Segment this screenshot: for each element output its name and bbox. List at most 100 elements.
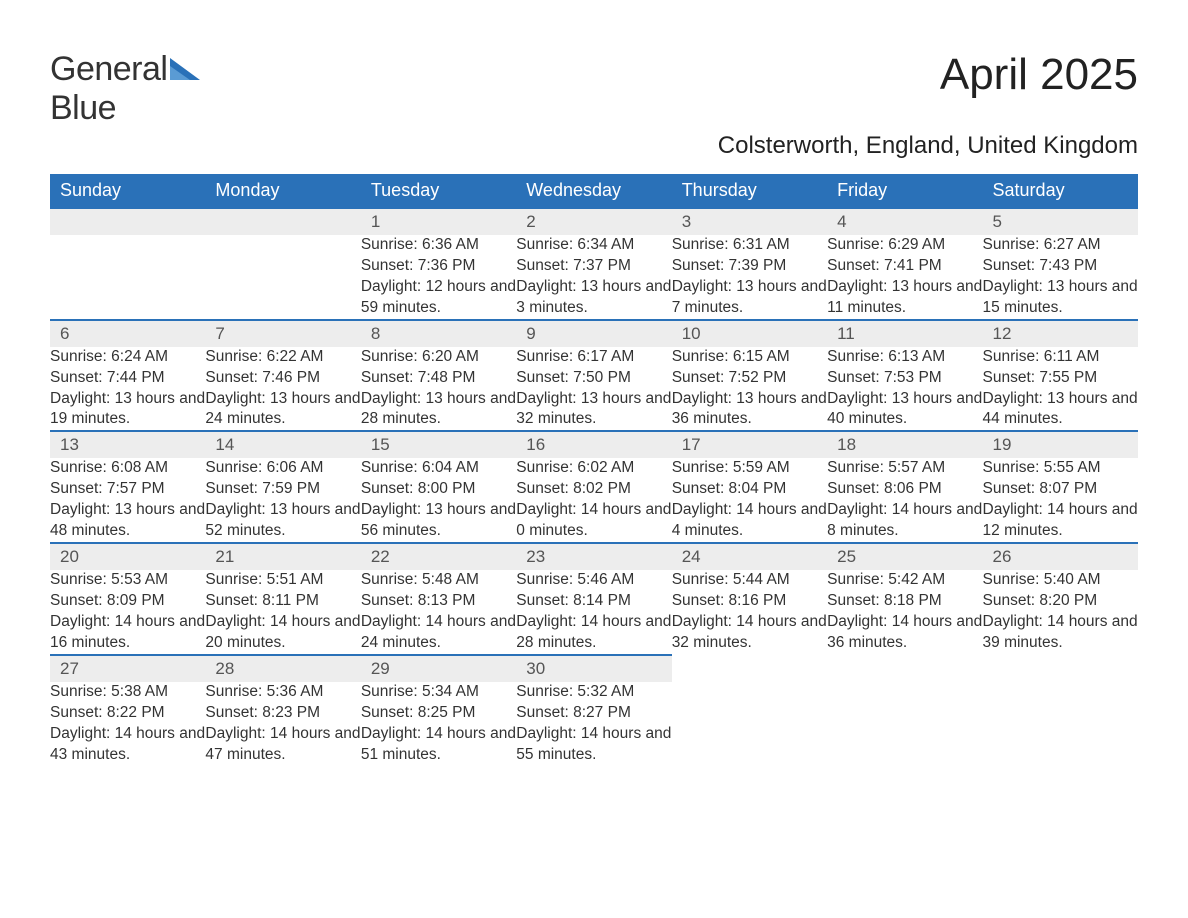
sunrise-text: Sunrise: 6:06 AM <box>205 458 360 479</box>
sunset-text: Sunset: 8:16 PM <box>672 591 827 612</box>
weekday-header: Friday <box>827 174 982 208</box>
weekday-header: Thursday <box>672 174 827 208</box>
daylight-text: Daylight: 13 hours and 32 minutes. <box>516 389 671 431</box>
daylight-text: Daylight: 14 hours and 24 minutes. <box>361 612 516 654</box>
day-content-cell: Sunrise: 5:57 AMSunset: 8:06 PMDaylight:… <box>827 458 982 543</box>
daylight-text: Daylight: 14 hours and 36 minutes. <box>827 612 982 654</box>
sunrise-text: Sunrise: 5:40 AM <box>983 570 1138 591</box>
day-number-cell: 27 <box>50 655 205 682</box>
day-number: 24 <box>672 544 827 570</box>
sunset-text: Sunset: 7:46 PM <box>205 368 360 389</box>
sunrise-text: Sunrise: 5:48 AM <box>361 570 516 591</box>
daylight-text: Daylight: 13 hours and 7 minutes. <box>672 277 827 319</box>
daylight-text: Daylight: 14 hours and 47 minutes. <box>205 724 360 766</box>
day-content-cell <box>50 235 205 320</box>
day-number: 16 <box>516 432 671 458</box>
day-content-cell: Sunrise: 5:32 AMSunset: 8:27 PMDaylight:… <box>516 682 671 776</box>
day-number-cell: 30 <box>516 655 671 682</box>
day-number: 17 <box>672 432 827 458</box>
sunset-text: Sunset: 7:50 PM <box>516 368 671 389</box>
sunrise-text: Sunrise: 6:20 AM <box>361 347 516 368</box>
day-number-cell: 2 <box>516 208 671 235</box>
sunrise-text: Sunrise: 6:31 AM <box>672 235 827 256</box>
sunrise-text: Sunrise: 6:08 AM <box>50 458 205 479</box>
daylight-text: Daylight: 14 hours and 16 minutes. <box>50 612 205 654</box>
day-content-cell: Sunrise: 6:04 AMSunset: 8:00 PMDaylight:… <box>361 458 516 543</box>
day-number-cell: 13 <box>50 431 205 458</box>
day-number-cell: 18 <box>827 431 982 458</box>
sunrise-text: Sunrise: 6:15 AM <box>672 347 827 368</box>
day-content-cell: Sunrise: 6:27 AMSunset: 7:43 PMDaylight:… <box>983 235 1138 320</box>
sunrise-text: Sunrise: 6:29 AM <box>827 235 982 256</box>
day-content-cell: Sunrise: 5:44 AMSunset: 8:16 PMDaylight:… <box>672 570 827 655</box>
sunset-text: Sunset: 8:09 PM <box>50 591 205 612</box>
day-number: 13 <box>50 432 205 458</box>
brand-logo: General Blue <box>50 50 200 128</box>
day-content-cell: Sunrise: 5:36 AMSunset: 8:23 PMDaylight:… <box>205 682 360 776</box>
day-number: 10 <box>672 321 827 347</box>
day-number-cell: 28 <box>205 655 360 682</box>
sunset-text: Sunset: 8:14 PM <box>516 591 671 612</box>
sunset-text: Sunset: 8:07 PM <box>983 479 1138 500</box>
sunset-text: Sunset: 7:57 PM <box>50 479 205 500</box>
day-number-cell: 12 <box>983 320 1138 347</box>
day-content-cell: Sunrise: 6:31 AMSunset: 7:39 PMDaylight:… <box>672 235 827 320</box>
day-number: 6 <box>50 321 205 347</box>
location-subtitle: Colsterworth, England, United Kingdom <box>50 132 1138 160</box>
day-content-row: Sunrise: 6:36 AMSunset: 7:36 PMDaylight:… <box>50 235 1138 320</box>
daylight-text: Daylight: 14 hours and 51 minutes. <box>361 724 516 766</box>
sunrise-text: Sunrise: 5:51 AM <box>205 570 360 591</box>
day-number-cell: 8 <box>361 320 516 347</box>
day-number: 21 <box>205 544 360 570</box>
sunset-text: Sunset: 7:44 PM <box>50 368 205 389</box>
daylight-text: Daylight: 14 hours and 4 minutes. <box>672 500 827 542</box>
daylight-text: Daylight: 13 hours and 56 minutes. <box>361 500 516 542</box>
daylight-text: Daylight: 13 hours and 28 minutes. <box>361 389 516 431</box>
day-content-cell: Sunrise: 6:15 AMSunset: 7:52 PMDaylight:… <box>672 347 827 432</box>
day-content-cell: Sunrise: 6:20 AMSunset: 7:48 PMDaylight:… <box>361 347 516 432</box>
day-number: 19 <box>983 432 1138 458</box>
day-number-cell: 5 <box>983 208 1138 235</box>
sunset-text: Sunset: 7:52 PM <box>672 368 827 389</box>
sunset-text: Sunset: 8:18 PM <box>827 591 982 612</box>
day-content-cell: Sunrise: 5:53 AMSunset: 8:09 PMDaylight:… <box>50 570 205 655</box>
day-content-cell <box>672 682 827 776</box>
day-content-cell: Sunrise: 6:11 AMSunset: 7:55 PMDaylight:… <box>983 347 1138 432</box>
sunset-text: Sunset: 7:36 PM <box>361 256 516 277</box>
sunrise-text: Sunrise: 6:24 AM <box>50 347 205 368</box>
day-content-cell: Sunrise: 5:38 AMSunset: 8:22 PMDaylight:… <box>50 682 205 776</box>
brand-flag-icon <box>170 58 200 80</box>
sunset-text: Sunset: 7:53 PM <box>827 368 982 389</box>
day-number: 9 <box>516 321 671 347</box>
day-content-cell: Sunrise: 6:06 AMSunset: 7:59 PMDaylight:… <box>205 458 360 543</box>
weekday-header: Wednesday <box>516 174 671 208</box>
daylight-text: Daylight: 12 hours and 59 minutes. <box>361 277 516 319</box>
day-number: 28 <box>205 656 360 682</box>
day-number-cell: 4 <box>827 208 982 235</box>
weekday-header-row: Sunday Monday Tuesday Wednesday Thursday… <box>50 174 1138 208</box>
day-number-cell <box>827 655 982 682</box>
sunset-text: Sunset: 8:25 PM <box>361 703 516 724</box>
day-number: 3 <box>672 209 827 235</box>
day-number-cell: 25 <box>827 543 982 570</box>
day-number-cell <box>50 208 205 235</box>
day-number-row: 6789101112 <box>50 320 1138 347</box>
day-number-cell: 23 <box>516 543 671 570</box>
day-number-row: 20212223242526 <box>50 543 1138 570</box>
day-number: 22 <box>361 544 516 570</box>
day-number: 7 <box>205 321 360 347</box>
day-number-cell: 19 <box>983 431 1138 458</box>
sunset-text: Sunset: 8:20 PM <box>983 591 1138 612</box>
day-content-cell: Sunrise: 6:34 AMSunset: 7:37 PMDaylight:… <box>516 235 671 320</box>
day-number-cell <box>672 655 827 682</box>
day-number-cell: 3 <box>672 208 827 235</box>
day-content-cell <box>205 235 360 320</box>
header: General Blue April 2025 <box>50 50 1138 128</box>
daylight-text: Daylight: 14 hours and 8 minutes. <box>827 500 982 542</box>
daylight-text: Daylight: 13 hours and 15 minutes. <box>983 277 1138 319</box>
day-number: 15 <box>361 432 516 458</box>
day-number: 5 <box>983 209 1138 235</box>
sunset-text: Sunset: 7:41 PM <box>827 256 982 277</box>
day-number-row: 12345 <box>50 208 1138 235</box>
day-number-cell: 20 <box>50 543 205 570</box>
